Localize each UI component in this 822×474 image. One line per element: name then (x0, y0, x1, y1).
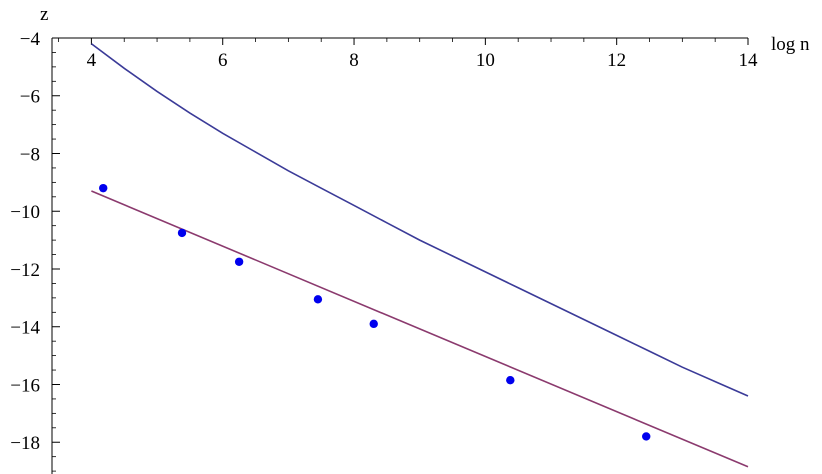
y-tick-label: −12 (10, 260, 40, 281)
data-point (642, 432, 651, 441)
y-tick-label: −6 (20, 87, 40, 108)
x-tick-label: 8 (349, 50, 359, 71)
series-line-0 (90, 43, 749, 397)
y-tick-label: −18 (10, 433, 40, 454)
series-line-1 (91, 190, 749, 468)
x-axis-label: log n (771, 34, 810, 55)
x-tick-label: 10 (476, 50, 495, 71)
data-point (313, 295, 323, 304)
data-point (369, 319, 378, 329)
data-point (506, 375, 515, 385)
x-tick-label: 12 (607, 50, 626, 71)
x-tick-label: 4 (87, 50, 97, 71)
y-tick-label: −4 (20, 29, 41, 50)
ticks (52, 37, 749, 472)
data-point (99, 183, 108, 193)
y-tick-label: −10 (10, 202, 40, 223)
tick-labels: 4 6 8 10 12 14 −4 −6 −8 −10 −12 −14 −16 −18 (10, 29, 758, 454)
data-point (177, 228, 187, 238)
axes (51, 37, 748, 474)
y-axis-label: z (40, 4, 48, 25)
y-tick-label: −16 (10, 375, 40, 396)
y-tick-label: −14 (10, 318, 40, 339)
data-point (234, 257, 244, 266)
x-tick-label: 14 (739, 50, 759, 71)
series-layer (90, 43, 749, 468)
y-tick-label: −8 (20, 144, 40, 165)
x-tick-label: 6 (218, 50, 228, 71)
